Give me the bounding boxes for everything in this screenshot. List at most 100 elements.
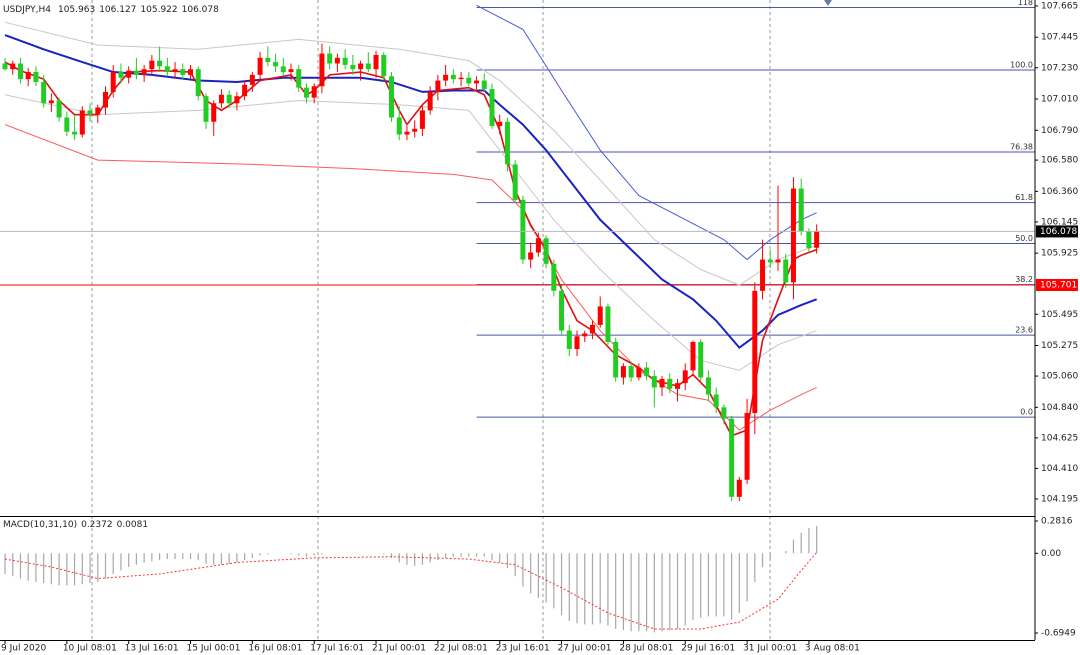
x-tick-label: 16 Jul 08:01 bbox=[248, 644, 302, 654]
candle-body bbox=[389, 76, 394, 118]
candle-body bbox=[17, 63, 23, 80]
x-tick-label: 28 Jul 08:01 bbox=[619, 644, 673, 654]
candle-body bbox=[651, 376, 657, 388]
y-tick-label: 105.275 bbox=[1041, 341, 1078, 351]
candle-body bbox=[234, 96, 240, 104]
fib-label: 23.6 bbox=[1015, 326, 1033, 335]
candle-body bbox=[149, 60, 155, 70]
candle-body bbox=[218, 94, 224, 104]
x-tick-label: 15 Jul 00:01 bbox=[187, 644, 241, 654]
candle-body bbox=[698, 341, 704, 378]
candle-body bbox=[33, 72, 39, 82]
candle-body bbox=[102, 91, 108, 108]
candle-body bbox=[767, 259, 773, 263]
candle-body bbox=[141, 69, 147, 75]
candle-body bbox=[195, 69, 201, 97]
shift-marker bbox=[824, 0, 832, 6]
candle-body bbox=[589, 324, 595, 334]
candle-body bbox=[543, 238, 549, 264]
fib-label: 100.0 bbox=[1010, 61, 1033, 70]
candle-body bbox=[443, 74, 449, 81]
symbol-title: USDJPY,H4 bbox=[3, 5, 51, 15]
fib-label: 50.0 bbox=[1015, 234, 1033, 243]
candle-body bbox=[520, 199, 526, 260]
fib-label: 38.2 bbox=[1015, 275, 1033, 284]
macd-title: MACD(10,31,10) bbox=[3, 520, 77, 530]
candle-body bbox=[164, 66, 170, 73]
fib-label: 61.8 bbox=[1015, 193, 1033, 202]
y-tick-label: 107.010 bbox=[1041, 95, 1078, 105]
macd-signal-value: 0.0081 bbox=[117, 520, 149, 530]
header-open: 105.963 bbox=[58, 5, 95, 15]
candle-body bbox=[705, 377, 711, 395]
candle-body bbox=[157, 60, 163, 67]
x-tick-label: 10 Jul 08:01 bbox=[63, 644, 117, 654]
candle-body bbox=[574, 336, 580, 350]
candle-body bbox=[87, 110, 93, 115]
candle-body bbox=[814, 231, 820, 248]
candle-body bbox=[620, 366, 626, 378]
candle-body bbox=[342, 57, 348, 65]
y-tick-label: 104.840 bbox=[1041, 403, 1078, 413]
candle-body bbox=[559, 290, 565, 331]
candle-body bbox=[636, 367, 642, 378]
candle-body bbox=[597, 306, 603, 325]
candle-body bbox=[528, 252, 534, 260]
candle-body bbox=[311, 86, 317, 98]
candle-body bbox=[659, 378, 665, 388]
fib-label: 76.38 bbox=[1010, 143, 1033, 152]
x-tick-label: 17 Jul 16:01 bbox=[310, 644, 364, 654]
candle-body bbox=[126, 70, 132, 78]
y-tick-label: 105.060 bbox=[1041, 372, 1078, 382]
candle-body bbox=[180, 69, 186, 75]
y-tick-label: 106.360 bbox=[1041, 187, 1078, 197]
candle-body bbox=[373, 54, 379, 70]
x-tick-label: 21 Jul 00:01 bbox=[372, 644, 426, 654]
y-tick-label: 105.925 bbox=[1041, 249, 1078, 259]
candle-body bbox=[729, 418, 735, 497]
chart-header: USDJPY,H4 105.963 106.127 105.922 106.078 bbox=[3, 5, 219, 15]
candle-body bbox=[365, 63, 371, 70]
candle-body bbox=[806, 231, 812, 249]
candle-body bbox=[319, 53, 325, 87]
x-tick-label: 9 Jul 2020 bbox=[1, 644, 46, 654]
candle-body bbox=[427, 91, 433, 111]
y-tick-label: 104.625 bbox=[1041, 433, 1078, 443]
candle-body bbox=[798, 188, 804, 232]
candle-body bbox=[327, 53, 333, 64]
candle-body bbox=[133, 70, 139, 75]
candle-body bbox=[512, 164, 518, 200]
fib-label: 118 bbox=[1018, 0, 1033, 7]
candle-body bbox=[466, 77, 472, 84]
last-price-tag bbox=[1036, 225, 1078, 238]
macd-header: MACD(10,31,10) 0.2372 0.0081 bbox=[3, 520, 148, 530]
candle-body bbox=[72, 131, 78, 135]
y-tick-label: 105.495 bbox=[1041, 310, 1078, 320]
indicator-line bbox=[476, 4, 817, 261]
candle-body bbox=[682, 370, 688, 384]
candle-body bbox=[242, 84, 248, 97]
candle-body bbox=[690, 341, 696, 371]
candle-body bbox=[396, 117, 402, 135]
candle-body bbox=[736, 479, 742, 497]
candle-body bbox=[435, 80, 441, 92]
candle-body bbox=[551, 263, 557, 291]
candle-body bbox=[10, 63, 16, 70]
candle-body bbox=[288, 69, 294, 73]
macd-main-value: 0.2372 bbox=[81, 520, 113, 530]
candle-body bbox=[2, 63, 8, 70]
candle-body bbox=[628, 366, 634, 378]
candle-body bbox=[667, 378, 673, 389]
header-close: 106.078 bbox=[182, 5, 219, 15]
candle-body bbox=[303, 87, 309, 98]
candle-body bbox=[350, 64, 356, 70]
candle-body bbox=[358, 63, 364, 70]
y-tick-label: -0.6949 bbox=[1041, 628, 1076, 638]
candle-body bbox=[481, 80, 487, 90]
y-tick-label: 104.195 bbox=[1041, 494, 1078, 504]
candle-body bbox=[265, 57, 271, 63]
y-tick-label: 107.230 bbox=[1041, 63, 1078, 73]
candle-body bbox=[249, 74, 255, 85]
